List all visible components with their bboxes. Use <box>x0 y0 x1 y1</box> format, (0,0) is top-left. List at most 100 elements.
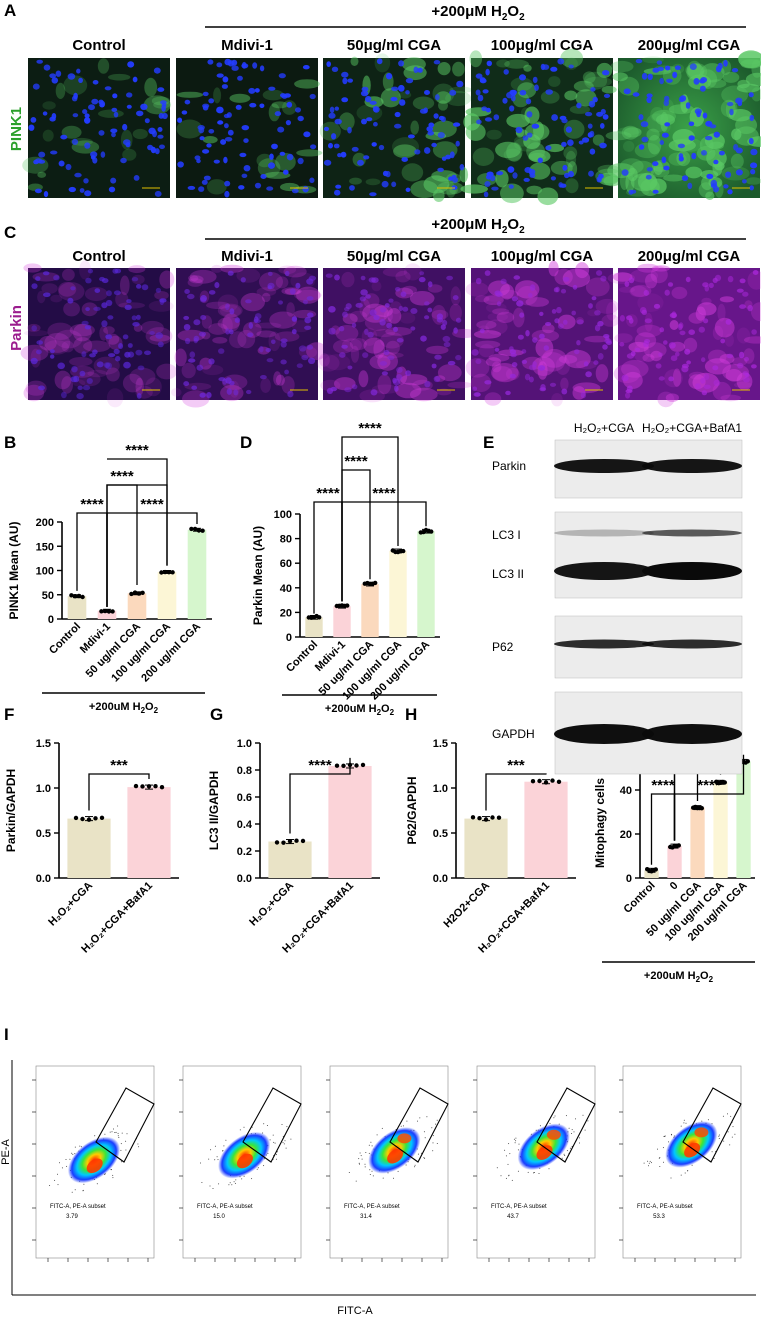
significance-bracket <box>313 501 343 614</box>
y-tick-label: 20 <box>280 607 292 619</box>
x-tick-label: Control <box>47 621 83 657</box>
wb-band <box>554 459 654 473</box>
data-point <box>196 528 202 533</box>
flow-plot: FITC-A, PE-A subset 53.3 <box>619 1065 742 1262</box>
column-title: 50μg/ml CGA <box>347 248 441 265</box>
data-point <box>537 778 542 784</box>
flow-percent: 31.4 <box>360 1214 372 1220</box>
data-point <box>550 778 555 783</box>
significance-label: *** <box>110 757 128 774</box>
panel-letter-h: H <box>405 705 417 724</box>
significance-label: **** <box>125 442 149 459</box>
flow-gate <box>242 1087 302 1163</box>
wb-band <box>642 639 742 649</box>
data-point <box>373 580 378 586</box>
data-point <box>170 570 175 575</box>
data-point <box>676 843 681 848</box>
row-label-pink1: PINK1 <box>8 107 25 151</box>
y-tick-label: 0.2 <box>237 846 252 858</box>
flow-percent: 15.0 <box>213 1214 225 1220</box>
data-point <box>722 780 727 785</box>
x-tick-label: H2O2+CGA <box>441 880 492 931</box>
wb-row-label: P62 <box>492 640 514 654</box>
panel-letter-e: E <box>483 433 494 452</box>
y-tick-label: 0.5 <box>433 828 448 840</box>
flow-plot: FITC-A, PE-A subset 43.7 <box>473 1065 596 1262</box>
panel-letter-b: B <box>4 433 16 452</box>
bar <box>736 761 751 878</box>
significance-bracket <box>485 773 547 811</box>
micrograph <box>176 58 323 198</box>
bar <box>361 584 379 637</box>
bar <box>713 782 728 878</box>
data-point <box>93 816 98 821</box>
y-tick-label: 1.0 <box>237 738 252 750</box>
wb-row-label: LC3 II <box>492 567 524 581</box>
significance-bracket <box>88 773 150 811</box>
data-point <box>159 570 164 575</box>
bar <box>305 617 323 637</box>
data-point <box>341 763 346 768</box>
data-point <box>483 817 489 822</box>
panel-letter-a: A <box>4 1 16 20</box>
micrograph <box>22 58 171 198</box>
wb-band <box>642 562 742 580</box>
data-point <box>106 609 112 614</box>
wb-band <box>554 639 654 649</box>
data-point <box>146 784 152 789</box>
treatment-label: +200uM H2O2 <box>325 703 395 717</box>
data-point <box>162 569 168 575</box>
data-point <box>334 763 340 768</box>
y-axis-label: P62/GAPDH <box>405 776 419 844</box>
x-tick-label: 0 <box>668 880 681 893</box>
data-point <box>360 762 366 768</box>
data-point <box>86 817 92 822</box>
data-point <box>556 779 562 784</box>
bar <box>333 606 351 638</box>
flow-gate-name: FITC-A, PE-A subset <box>50 1204 106 1210</box>
bar <box>268 841 312 878</box>
bar <box>690 807 705 878</box>
micrograph <box>607 263 761 408</box>
micrograph <box>20 260 178 408</box>
bar <box>524 781 568 878</box>
flow-gate <box>389 1087 449 1163</box>
bar <box>389 550 407 637</box>
wb-row-label: Parkin <box>492 459 526 473</box>
column-title: Mdivi-1 <box>221 37 273 54</box>
data-point <box>192 526 198 532</box>
y-tick-label: 1.0 <box>36 783 51 795</box>
flow-gate-name: FITC-A, PE-A subset <box>197 1204 253 1210</box>
y-tick-label: 0 <box>626 873 632 885</box>
treatment-header-a: +200μM H2O2 <box>431 3 525 23</box>
data-point <box>136 591 142 596</box>
data-point <box>274 840 280 845</box>
column-title: Mdivi-1 <box>221 248 273 265</box>
significance-bracket <box>76 512 108 607</box>
data-point <box>653 867 658 872</box>
significance-label: **** <box>80 496 104 513</box>
panel-letter-i: I <box>4 1025 9 1044</box>
data-point <box>317 615 322 620</box>
y-tick-label: 1.5 <box>36 738 51 750</box>
y-tick-label: 0 <box>48 614 54 626</box>
y-tick-label: 40 <box>620 785 632 797</box>
y-axis-label: Parkin Mean (AU) <box>251 526 265 625</box>
flow-gate-name: FITC-A, PE-A subset <box>637 1204 693 1210</box>
bar <box>187 529 207 619</box>
data-point <box>73 815 79 821</box>
flow-gate-name: FITC-A, PE-A subset <box>344 1204 400 1210</box>
significance-label: **** <box>344 453 368 470</box>
data-point <box>140 784 145 789</box>
significance-bracket <box>106 512 198 607</box>
column-title: 100μg/ml CGA <box>491 37 594 54</box>
wb-band <box>554 529 654 537</box>
data-point <box>490 815 495 820</box>
significance-label: **** <box>308 757 332 774</box>
data-point <box>354 763 359 768</box>
row-label-parkin: Parkin <box>8 305 25 351</box>
y-tick-label: 0.0 <box>36 873 51 885</box>
data-point <box>745 759 750 764</box>
column-title: 200μg/ml CGA <box>638 248 741 265</box>
